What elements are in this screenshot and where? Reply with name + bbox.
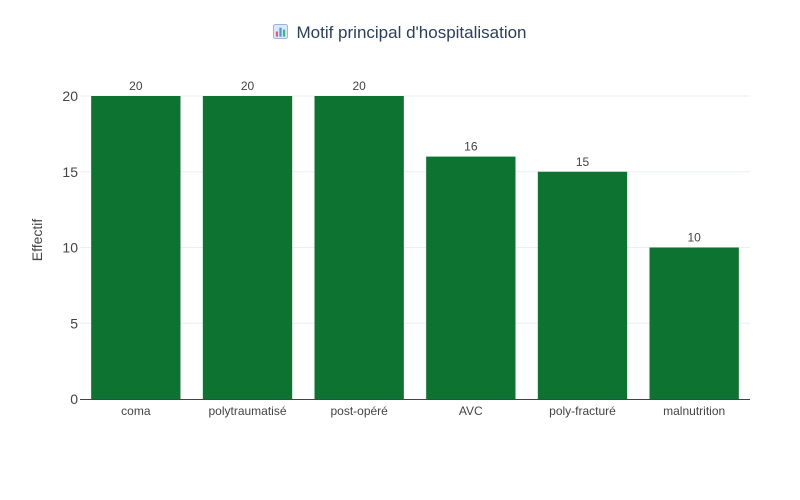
bar[interactable] bbox=[426, 156, 516, 399]
y-axis-title: Effectif bbox=[29, 219, 45, 262]
bar-chart-emoji-icon bbox=[273, 24, 289, 39]
x-tick-label: AVC bbox=[459, 404, 483, 418]
chart-title: Motif principal d'hospitalisation bbox=[0, 20, 800, 46]
y-tick-label: 5 bbox=[70, 315, 78, 331]
bar-value-label: 16 bbox=[464, 140, 478, 154]
bar[interactable] bbox=[649, 247, 739, 400]
bar[interactable] bbox=[202, 96, 293, 399]
y-tick-label: 10 bbox=[62, 240, 78, 256]
bar-value-label: 10 bbox=[687, 231, 701, 245]
bar[interactable] bbox=[91, 96, 181, 399]
x-tick-label: malnutrition bbox=[663, 404, 725, 418]
x-tick-label: coma bbox=[121, 404, 151, 418]
bar[interactable] bbox=[314, 96, 404, 399]
bar[interactable] bbox=[537, 171, 628, 399]
x-tick-label: poly-fracturé bbox=[549, 404, 616, 418]
labels-layer: 0 5 10 15 20 20 coma 20 polytraumatisé 20 post-opé… bbox=[62, 79, 725, 418]
y-tick-label: 15 bbox=[62, 164, 78, 180]
chart-title-text: Motif principal d'hospitalisation bbox=[296, 23, 527, 42]
bars-layer bbox=[91, 96, 739, 399]
y-tick-label: 20 bbox=[62, 88, 78, 104]
grid-layer bbox=[80, 95, 750, 324]
bar-value-label: 15 bbox=[576, 155, 590, 169]
bar-value-label: 20 bbox=[129, 79, 143, 93]
y-tick-label: 0 bbox=[70, 391, 78, 407]
bar-value-label: 20 bbox=[241, 79, 255, 93]
x-tick-label: polytraumatisé bbox=[208, 404, 286, 418]
x-tick-label: post-opéré bbox=[330, 404, 388, 418]
bar-value-label: 20 bbox=[352, 79, 366, 93]
